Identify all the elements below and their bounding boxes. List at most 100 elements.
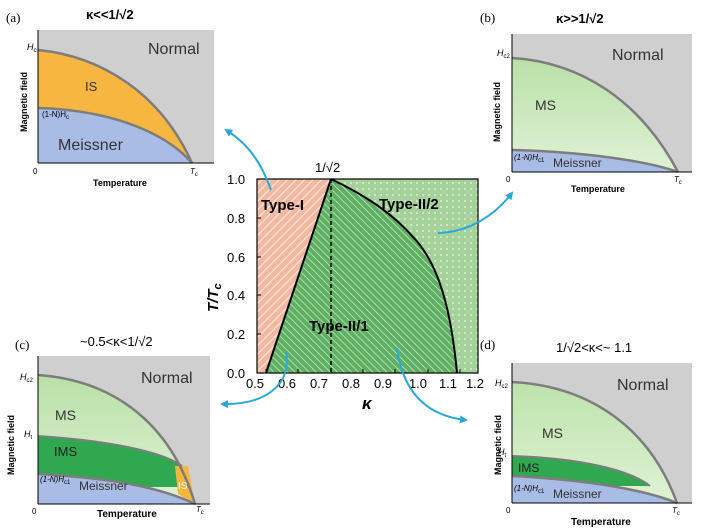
panel-a-normal-label: Normal bbox=[148, 41, 200, 58]
panel-c-hc1-label: (1-N)Hc1 bbox=[40, 475, 71, 486]
panel-a-xlabel: Temperature bbox=[93, 178, 147, 188]
center-diagram: 0.0 0.2 0.4 0.6 0.8 1.0 0.5 0.6 0.7 0.8 … bbox=[205, 160, 484, 413]
panel-b-title: κ>>1/√2 bbox=[556, 11, 604, 26]
panel-d-meissner-region bbox=[512, 476, 677, 503]
panel-c-label: (c) bbox=[15, 337, 29, 352]
panel-d-ht-curve bbox=[511, 455, 651, 487]
y-tick-label: 0.2 bbox=[227, 327, 245, 342]
x-tick-label: 0.9 bbox=[374, 376, 392, 391]
panel-a: (a) κ<<1/√2 Normal IS Meissner Hc (1-N)H… bbox=[6, 7, 214, 188]
panel-a-meissner-region bbox=[38, 108, 192, 163]
panel-b-origin: 0 bbox=[506, 175, 511, 184]
panel-d-origin: 0 bbox=[506, 506, 511, 515]
panel-b-tc-tick: Tc bbox=[674, 175, 682, 186]
panel-a-nhc-tick: (1-N)Hc bbox=[42, 110, 69, 121]
panel-c-ms-label: MS bbox=[55, 407, 76, 423]
panel-d-hc2-tick: Hc2 bbox=[495, 378, 509, 390]
arrow-to-panel-a bbox=[224, 128, 272, 191]
x-tick-label: 0.8 bbox=[342, 376, 360, 391]
x-tick-label: 1.0 bbox=[409, 376, 427, 391]
kappa-critical-label: 1/√2 bbox=[315, 160, 340, 175]
panel-d-tc-tick: Tc bbox=[672, 506, 680, 517]
panel-c-normal-label: Normal bbox=[141, 370, 193, 387]
panel-d-title: 1/√2<κ<~ 1.1 bbox=[556, 340, 632, 355]
panel-d-normal-label: Normal bbox=[617, 377, 669, 394]
x-tick-label: 1.1 bbox=[439, 376, 457, 391]
panel-d-hc2-curve bbox=[511, 380, 679, 504]
panel-c-meissner-label: Meissner bbox=[79, 479, 128, 493]
center-x-ticks bbox=[265, 369, 461, 373]
y-tick-label: 0.6 bbox=[227, 250, 245, 265]
y-tick-label: 0.8 bbox=[227, 211, 245, 226]
panel-b-hc1-label: (1-N)Hc1 bbox=[514, 153, 545, 164]
center-frame bbox=[256, 178, 479, 374]
panel-c-ims-label: IMS bbox=[54, 444, 77, 459]
arrow-to-panel-d bbox=[396, 347, 468, 424]
type2-boundary bbox=[330, 178, 458, 374]
panel-b-ms-label: MS bbox=[535, 97, 556, 113]
panel-d-ylabel: Magnetic field bbox=[493, 415, 503, 475]
panel-c-is-region bbox=[175, 466, 195, 504]
type1-label: Type-I bbox=[261, 197, 304, 214]
panel-a-ylabel: Magnetic field bbox=[19, 72, 29, 132]
panel-d-ht-tick: Ht bbox=[498, 447, 507, 459]
panel-d: (d) 1/√2<κ<~ 1.1 Normal MS IMS (1-N)Hc1 … bbox=[480, 337, 692, 528]
center-ylabel: T/Tc bbox=[205, 283, 224, 312]
center-y-ticks bbox=[257, 178, 261, 374]
panel-c-ht-tick: Ht bbox=[24, 429, 33, 441]
panel-a-title: κ<<1/√2 bbox=[86, 7, 134, 22]
panel-c-hc2-curve bbox=[37, 373, 197, 505]
y-tick-label: 1.0 bbox=[227, 172, 245, 187]
panel-d-ms-label: MS bbox=[542, 425, 563, 441]
panel-d-xlabel: Temperature bbox=[571, 517, 631, 528]
type2-1-region bbox=[266, 179, 457, 373]
panel-a-origin: 0 bbox=[33, 167, 38, 176]
arrow-to-panel-b bbox=[437, 191, 514, 234]
panel-a-hc-curve bbox=[37, 48, 194, 164]
panel-b-hc1-curve bbox=[511, 148, 679, 174]
connector-arrows bbox=[220, 128, 514, 424]
type1-region bbox=[257, 179, 331, 373]
panel-c-hc1-curve bbox=[37, 472, 196, 506]
panel-c-ims-region bbox=[38, 436, 188, 487]
x-tick-label: 0.5 bbox=[246, 376, 264, 391]
panel-d-hc1-label: (1-N)Hc1 bbox=[514, 484, 545, 495]
panel-d-label: (d) bbox=[480, 337, 495, 352]
panel-d-ims-label: IMS bbox=[518, 461, 539, 475]
type1-boundary bbox=[265, 178, 332, 374]
panel-b-ylabel: Magnetic field bbox=[492, 82, 502, 142]
type2-1-label: Type-II/1 bbox=[309, 318, 369, 335]
y-tick-label: 0.4 bbox=[227, 288, 245, 303]
panel-b-ms-region bbox=[512, 58, 678, 172]
panel-c-origin: 0 bbox=[32, 507, 37, 516]
panel-b-label: (b) bbox=[480, 10, 495, 25]
panel-c-ylabel: Magnetic field bbox=[6, 415, 16, 475]
panel-a-tc-tick: Tc bbox=[190, 167, 198, 178]
panel-a-meissner-label: Meissner bbox=[58, 137, 124, 154]
panel-b-normal-label: Normal bbox=[612, 47, 664, 64]
type2-2-label: Type-II/2 bbox=[379, 196, 439, 213]
panel-d-hc1-curve bbox=[511, 474, 678, 505]
arrow-to-panel-c bbox=[220, 351, 288, 409]
panel-b: (b) κ>>1/√2 Normal MS (1-N)Hc1 Meissner … bbox=[480, 10, 692, 194]
panel-c-is-label: IS bbox=[178, 481, 188, 492]
panel-a-nhc-curve bbox=[37, 106, 193, 164]
panel-b-hc2-tick: Hc2 bbox=[497, 48, 511, 60]
panel-b-xlabel: Temperature bbox=[571, 184, 625, 194]
x-tick-label: 1.2 bbox=[466, 376, 484, 391]
panel-a-label: (a) bbox=[6, 10, 20, 25]
panel-b-meissner-region bbox=[512, 150, 678, 172]
x-tick-label: 0.7 bbox=[310, 376, 328, 391]
panel-c-title: ~0.5<κ<1/√2 bbox=[80, 334, 153, 349]
panel-a-hc-tick: Hc bbox=[27, 42, 38, 54]
panel-c-tc-tick: Tc bbox=[196, 505, 204, 516]
panel-b-hc2-curve bbox=[511, 56, 680, 173]
panel-c: (c) ~0.5<κ<1/√2 Normal MS IMS (1-N)Hc1 M… bbox=[6, 334, 210, 520]
panel-b-meissner-label: Meissner bbox=[553, 156, 602, 170]
panel-c-ht-curve bbox=[37, 435, 183, 467]
panel-c-hc2-tick: Hc2 bbox=[20, 372, 34, 384]
y-tick-label: 0.0 bbox=[227, 366, 245, 381]
panel-a-is-label: IS bbox=[85, 79, 98, 94]
center-xlabel: κ bbox=[362, 394, 373, 413]
